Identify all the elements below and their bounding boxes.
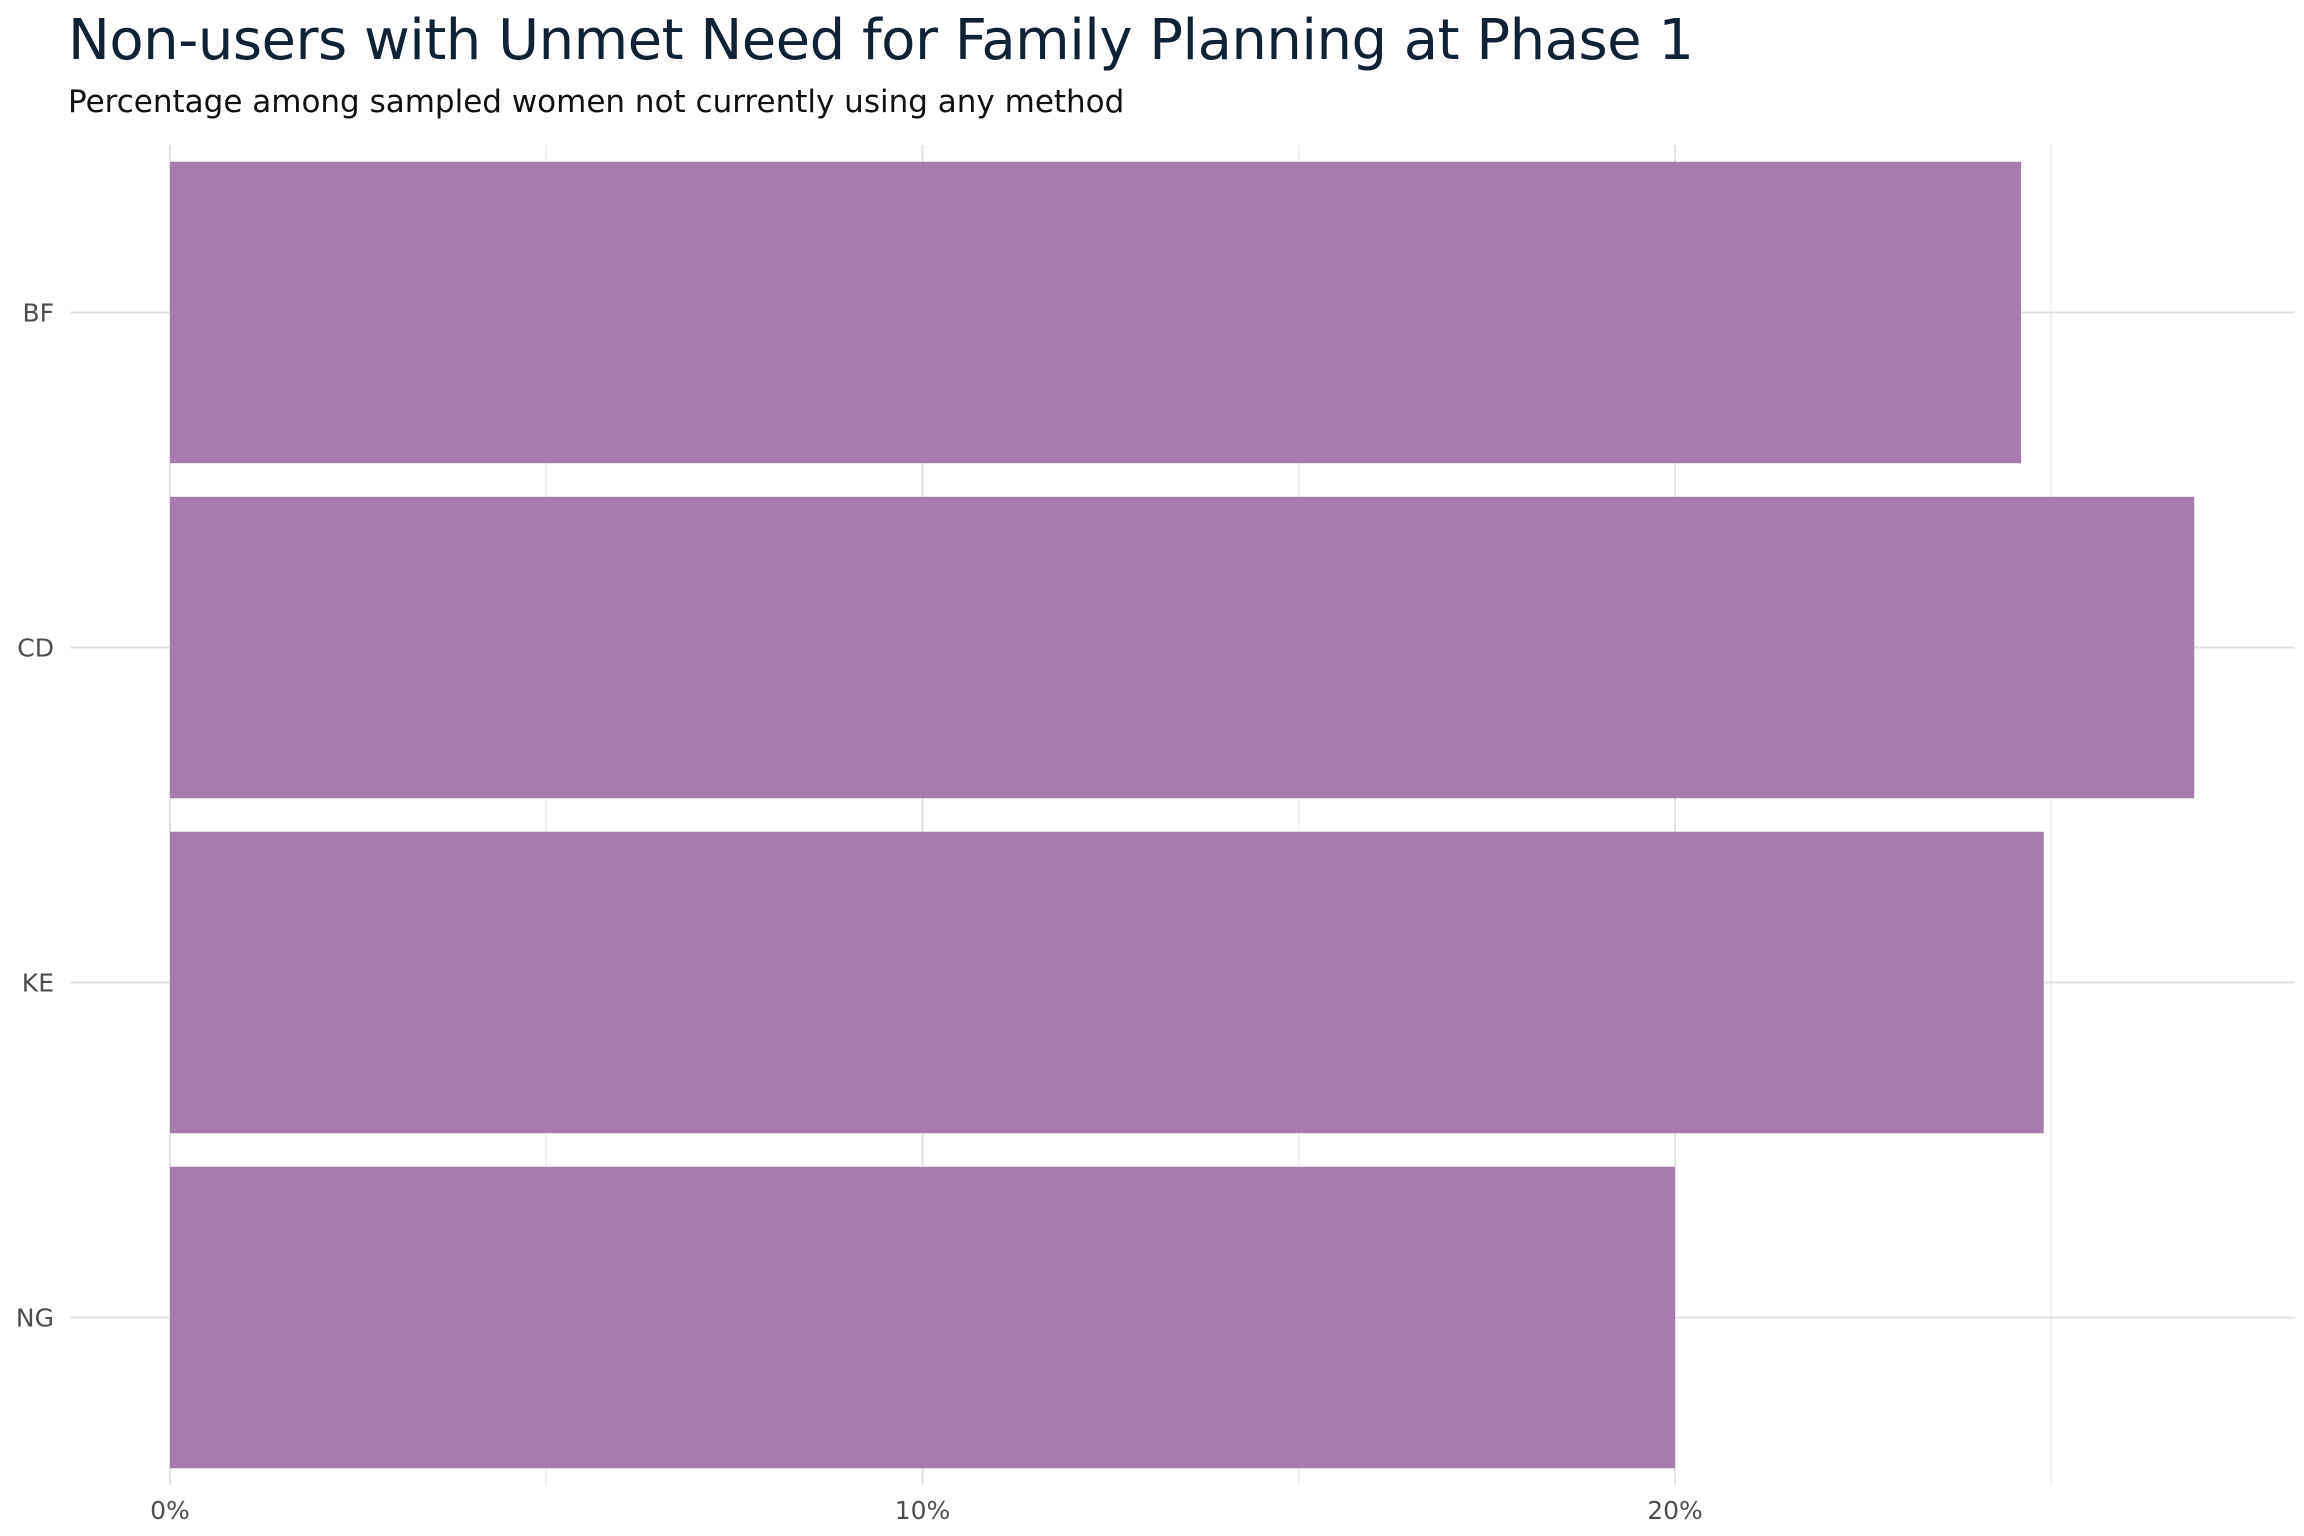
y-tick-label-cd: CD xyxy=(17,634,54,663)
chart-title: Non-users with Unmet Need for Family Pla… xyxy=(68,8,1694,73)
x-tick-label: 10% xyxy=(895,1496,951,1525)
bar-bf xyxy=(170,161,2022,464)
y-tick-label-bf: BF xyxy=(22,299,54,328)
bar-cd xyxy=(170,496,2195,799)
bar-ng xyxy=(170,1166,1675,1469)
y-tick-label-ng: NG xyxy=(16,1304,54,1333)
y-tick-label-ke: KE xyxy=(22,969,54,998)
x-tick-label: 20% xyxy=(1647,1496,1703,1525)
chart-subtitle: Percentage among sampled women not curre… xyxy=(68,84,1125,120)
bar-ke xyxy=(170,831,2044,1134)
x-tick-label: 0% xyxy=(150,1496,190,1525)
